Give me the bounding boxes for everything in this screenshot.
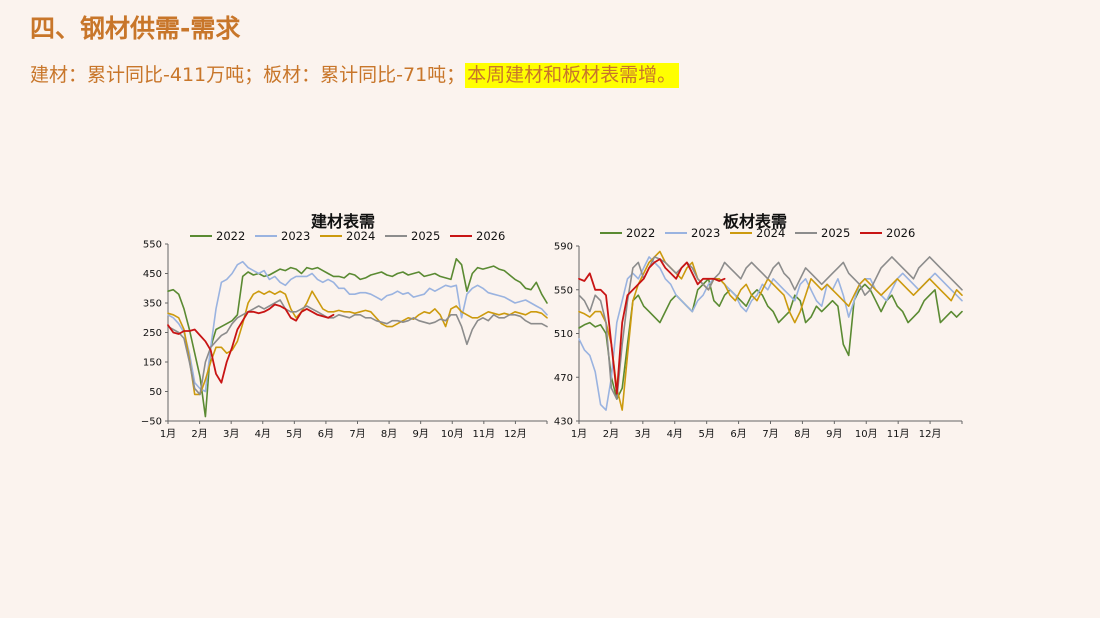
y-tick-label: 250: [143, 328, 162, 339]
chart-title: 板材表需: [723, 212, 787, 231]
chart-title: 建材表需: [311, 212, 375, 231]
y-tick-label: 150: [143, 358, 162, 369]
y-tick-label: 430: [554, 417, 573, 428]
x-tick-label: 7月: [349, 428, 365, 440]
legend-label-2026: 2026: [476, 229, 505, 243]
x-tick-label: 6月: [730, 428, 746, 440]
legend-label-2022: 2022: [216, 229, 245, 243]
x-tick-label: 6月: [318, 428, 334, 440]
series-line-2026: [578, 258, 726, 395]
y-tick-label: 470: [554, 373, 573, 384]
x-tick-label: 7月: [762, 428, 778, 440]
x-tick-label: 10月: [855, 428, 878, 440]
series-line-2022: [167, 257, 548, 418]
x-tick-label: 9月: [412, 428, 428, 440]
legend-label-2025: 2025: [821, 226, 850, 240]
slide-subtitle: 建材：累计同比-411万吨；板材：累计同比-71吨； 本周建材和板材表需增。: [30, 60, 680, 88]
x-tick-label: 2月: [603, 428, 619, 440]
series-line-2023: [578, 256, 963, 411]
series-line-2022: [578, 278, 963, 400]
x-tick-label: 8月: [794, 428, 810, 440]
x-tick-label: 1月: [160, 428, 176, 440]
x-tick-label: 2月: [191, 428, 207, 440]
x-tick-label: 5月: [286, 428, 302, 440]
y-tick-label: 590: [554, 242, 573, 253]
y-tick-label: 50: [149, 387, 162, 398]
x-tick-label: 4月: [667, 428, 683, 440]
legend-label-2025: 2025: [411, 229, 440, 243]
y-tick-label: 350: [143, 299, 162, 310]
x-tick-label: 1月: [571, 428, 587, 440]
subtitle-text: 建材：累计同比-411万吨；板材：累计同比-71吨；: [30, 64, 466, 86]
chart-plate-steel-demand: 板材表需 2022 2023 2024 2025 2026 430 470 510 550 590 1…: [554, 212, 963, 440]
x-tick-label: 11月: [887, 428, 910, 440]
x-tick-label: 4月: [255, 428, 271, 440]
legend-label-2022: 2022: [626, 226, 655, 240]
y-tick-label: 550: [554, 285, 573, 296]
legend-label-2024: 2024: [756, 226, 785, 240]
x-tick-label: 10月: [441, 428, 464, 440]
chart-construction-steel-demand: 建材表需 2022 2023 2024 2025 2026 −50 50 150 250 350 45…: [141, 212, 548, 440]
legend-label-2023: 2023: [691, 226, 720, 240]
series-line-2023: [167, 260, 548, 393]
series-line-2026: [167, 303, 335, 384]
x-tick-label: 8月: [381, 428, 397, 440]
subtitle-highlight: 本周建材和板材表需增。: [465, 63, 680, 88]
y-tick-label: −50: [141, 417, 162, 428]
x-tick-label: 3月: [223, 428, 239, 440]
y-tick-label: 550: [143, 240, 162, 251]
series-line-2024: [167, 290, 548, 396]
series-line-2025: [167, 299, 548, 396]
x-tick-label: 12月: [504, 428, 527, 440]
y-tick-label: 450: [143, 269, 162, 280]
x-tick-label: 9月: [826, 428, 842, 440]
legend-label-2026: 2026: [886, 226, 915, 240]
legend-label-2023: 2023: [281, 229, 310, 243]
x-tick-label: 12月: [919, 428, 942, 440]
x-tick-label: 11月: [472, 428, 495, 440]
legend-label-2024: 2024: [346, 229, 375, 243]
series-line-2025: [578, 256, 963, 400]
slide-title: 四、钢材供需-需求: [30, 14, 241, 43]
x-tick-label: 5月: [698, 428, 714, 440]
x-tick-label: 3月: [635, 428, 651, 440]
y-tick-label: 510: [554, 329, 573, 340]
